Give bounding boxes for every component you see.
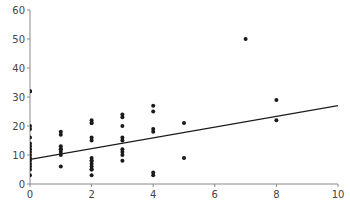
scatter-point xyxy=(151,173,155,177)
y-tick-label: 20 xyxy=(12,121,25,132)
scatter-point xyxy=(151,104,155,108)
scatter-point xyxy=(90,121,94,125)
scatter-point xyxy=(274,98,278,102)
y-tick xyxy=(27,155,30,156)
y-tick-label: 30 xyxy=(12,92,25,103)
scatter-point xyxy=(30,168,32,172)
scatter-point xyxy=(90,121,94,125)
y-tick-label: 10 xyxy=(12,150,25,161)
x-tick xyxy=(214,184,215,187)
x-tick-label: 2 xyxy=(88,189,94,200)
x-tick-label: 0 xyxy=(27,189,33,200)
y-tick-label: 50 xyxy=(12,34,25,45)
x-tick xyxy=(153,184,154,187)
scatter-point xyxy=(182,121,186,125)
scatter-point xyxy=(120,115,124,119)
scatter-point xyxy=(120,124,124,128)
x-tick-label: 6 xyxy=(212,189,218,200)
x-tick xyxy=(91,184,92,187)
x-axis-line xyxy=(30,184,338,185)
y-tick xyxy=(27,97,30,98)
x-tick xyxy=(276,184,277,187)
scatter-point xyxy=(120,159,124,163)
scatter-point xyxy=(120,153,124,157)
y-tick xyxy=(27,68,30,69)
scatter-point xyxy=(90,173,94,177)
scatter-point xyxy=(90,168,94,172)
scatter-point xyxy=(30,173,32,177)
chart-container: 0 2 4 6 8 10 0 10 20 30 40 50 60 xyxy=(0,0,350,206)
scatter-point xyxy=(90,168,94,172)
x-tick-label: 10 xyxy=(332,189,345,200)
y-tick-label: 60 xyxy=(12,5,25,16)
y-tick xyxy=(27,184,30,185)
x-tick xyxy=(338,184,339,187)
y-tick-label: 40 xyxy=(12,63,25,74)
y-tick xyxy=(27,39,30,40)
x-tick-label: 8 xyxy=(273,189,279,200)
x-tick-label: 4 xyxy=(150,189,156,200)
y-tick-label: 0 xyxy=(19,179,25,190)
y-tick xyxy=(27,10,30,11)
scatter-point xyxy=(59,133,63,137)
scatter-point xyxy=(244,37,248,41)
scatter-point xyxy=(151,130,155,134)
scatter-point xyxy=(90,139,94,143)
scatter-point xyxy=(30,127,32,131)
scatter-point xyxy=(30,89,32,93)
scatter-point xyxy=(120,139,124,143)
scatter-point xyxy=(151,110,155,114)
scatter-point xyxy=(182,156,186,160)
chart: 0 2 4 6 8 10 0 10 20 30 40 50 60 xyxy=(0,0,350,206)
axes: 0 2 4 6 8 10 0 10 20 30 40 50 60 xyxy=(12,5,344,201)
scatter-point xyxy=(30,136,32,140)
scatter-point xyxy=(30,89,32,93)
plot-area xyxy=(30,37,338,177)
trend-line xyxy=(30,106,338,160)
y-tick xyxy=(27,126,30,127)
scatter-point xyxy=(59,165,63,169)
scatter-point xyxy=(274,118,278,122)
